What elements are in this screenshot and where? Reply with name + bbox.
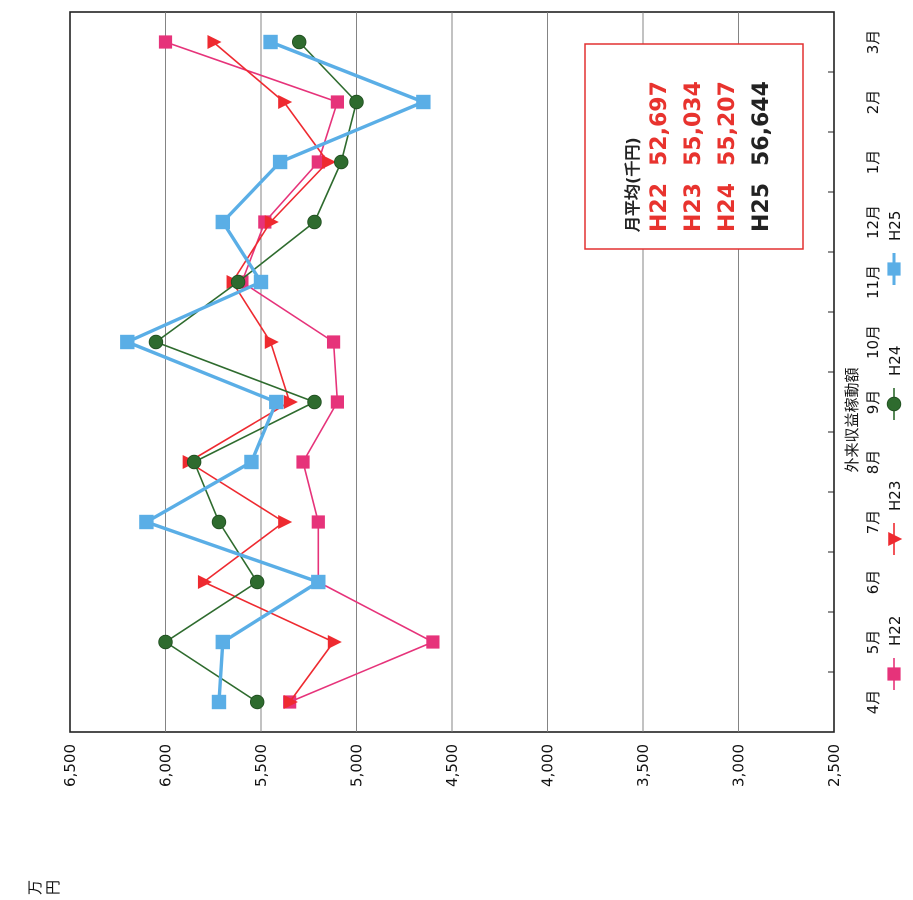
data-point-H24-0 [249, 694, 265, 710]
data-point-H25-8 [215, 214, 230, 230]
value-tick-label: 6,500 [61, 744, 79, 787]
legend-label-H25: H25 [886, 211, 904, 241]
average-row-value-H25: 56,644 [749, 81, 774, 166]
data-point-H25-5 [269, 394, 284, 410]
series-H25 [120, 34, 431, 710]
value-tick-labels: 6,500 6,000 5,500 5,000 4,500 4,000 3,500 3,000… [61, 744, 843, 787]
category-label: 3月 [864, 30, 882, 55]
legend-marker-H23 [888, 531, 903, 547]
average-row-label-H23: H23 [681, 183, 706, 232]
value-tick-label: 3,500 [634, 744, 652, 787]
data-point-H23-8 [264, 214, 279, 230]
legend-marker-H22 [887, 667, 901, 681]
data-point-H25-10 [416, 94, 431, 110]
category-label: 4月 [864, 690, 882, 715]
data-point-H22-6 [326, 335, 341, 349]
value-tick-label: 5,500 [252, 744, 270, 787]
legend-marker-H25 [887, 262, 901, 276]
series-H24 [148, 34, 364, 710]
legend: H22 H23 H24 H25 [886, 211, 904, 690]
data-point-H24-7 [230, 274, 246, 290]
legend-label-H24: H24 [886, 346, 904, 376]
category-label: 7月 [864, 510, 882, 535]
data-point-H23-2 [197, 574, 212, 590]
average-row-label-H24: H24 [715, 183, 740, 232]
data-point-H24-6 [148, 334, 164, 350]
average-row-label-H22: H22 [647, 183, 672, 232]
data-point-H22-5 [330, 395, 344, 409]
category-labels: 4月 5月 6月 7月 8月 9月 10月 11月 12月 1月 2月 3月 [864, 30, 882, 715]
data-point-H22-4 [296, 455, 310, 469]
data-point-H24-11 [291, 34, 307, 50]
category-label: 11月 [864, 265, 882, 299]
data-point-H25-3 [139, 514, 154, 530]
data-point-H25-0 [211, 694, 227, 710]
value-axis-unit-label-2: 円 [44, 880, 62, 895]
average-box-title: 月平均(千円) [623, 137, 642, 233]
chart-title: 外来収益稼動額 [843, 367, 861, 472]
data-point-H23-6 [264, 334, 279, 350]
data-point-H25-4 [244, 454, 259, 470]
data-point-H24-3 [211, 514, 227, 530]
value-tick-label: 2,500 [825, 744, 843, 787]
data-point-H25-2 [311, 574, 326, 590]
data-point-H23-1 [327, 634, 342, 650]
data-point-H22-3 [311, 515, 325, 529]
data-point-H25-7 [253, 274, 269, 290]
data-point-H22-10 [330, 95, 344, 109]
data-point-H24-8 [307, 214, 322, 230]
category-label: 9月 [864, 390, 882, 415]
gridlines [165, 12, 739, 732]
data-point-H24-9 [333, 154, 349, 170]
series-line-H25 [125, 40, 426, 703]
data-point-H25-1 [215, 634, 230, 650]
category-label: 10月 [864, 325, 882, 359]
category-label: 6月 [864, 570, 882, 595]
data-point-H23-9 [322, 154, 337, 170]
legend-label-H23: H23 [886, 481, 904, 511]
data-point-H25-9 [272, 154, 288, 170]
data-point-H23-10 [278, 94, 293, 110]
category-label: 12月 [864, 205, 882, 239]
data-point-H22-1 [426, 635, 440, 649]
data-point-H22-11 [158, 35, 173, 49]
value-tick-label: 4,500 [443, 744, 461, 787]
series-line-H23 [187, 41, 335, 703]
data-point-H23-11 [207, 34, 222, 50]
category-label: 5月 [864, 630, 882, 655]
category-ticks [828, 11, 834, 733]
average-row-value-H23: 55,034 [681, 81, 706, 166]
data-point-H23-5 [283, 394, 298, 410]
monthly-average-box: 月平均(千円) H22 52,697 H23 55,034 H24 55,207 H25 56,… [584, 43, 804, 250]
average-row-value-H24: 55,207 [715, 81, 740, 166]
data-point-H25-6 [120, 334, 135, 350]
data-point-H23-0 [283, 694, 298, 710]
value-tick-label: 6,000 [157, 744, 175, 787]
category-label: 1月 [864, 150, 882, 175]
series-line-H24 [155, 41, 358, 703]
legend-marker-H24 [886, 396, 902, 412]
data-point-H24-5 [307, 394, 322, 410]
data-point-H23-3 [278, 514, 293, 530]
average-row-value-H22: 52,697 [647, 81, 672, 166]
series-group [120, 34, 440, 710]
data-point-H24-2 [249, 574, 265, 590]
data-point-H22-9 [311, 155, 325, 169]
data-point-H24-4 [186, 454, 202, 470]
data-point-H25-11 [263, 34, 278, 50]
legend-label-H22: H22 [886, 616, 904, 646]
average-row-label-H25: H25 [749, 183, 774, 232]
category-label: 2月 [864, 90, 882, 115]
category-label: 8月 [864, 450, 882, 475]
data-point-H24-10 [349, 94, 364, 110]
value-tick-label: 4,000 [539, 744, 557, 787]
value-axis-unit-label: 万 [26, 880, 44, 895]
data-point-H24-1 [158, 634, 173, 650]
value-tick-label: 3,000 [730, 744, 748, 787]
value-tick-label: 5,000 [348, 744, 366, 787]
